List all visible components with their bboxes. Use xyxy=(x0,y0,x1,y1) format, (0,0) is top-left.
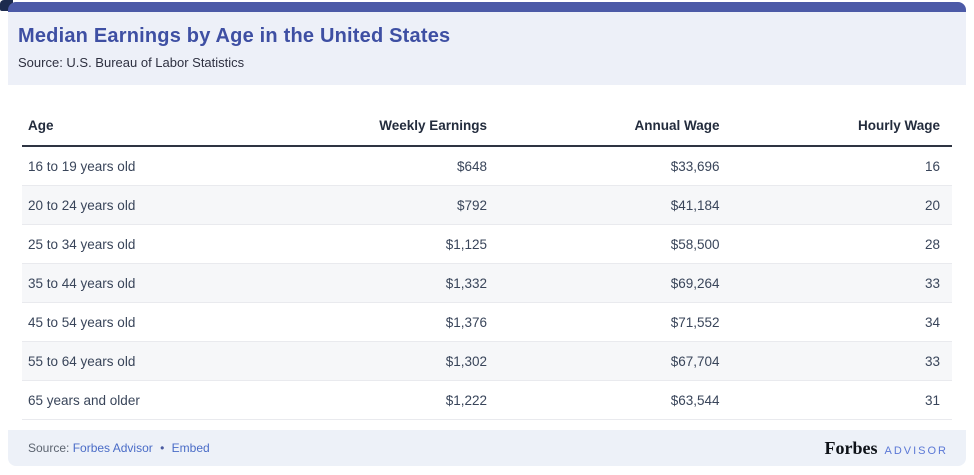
table-row: 35 to 44 years old $1,332 $69,264 33 xyxy=(22,263,952,303)
table-cell: 16 xyxy=(719,146,952,186)
table-cell: $1,332 xyxy=(254,263,487,303)
table-cell: 35 to 44 years old xyxy=(22,263,255,303)
earnings-table: Age Weekly Earnings Annual Wage Hourly Wage… xyxy=(22,108,952,420)
footer-source: Source: Forbes Advisor • Embed xyxy=(28,441,210,455)
forbes-advisor-logo[interactable]: Forbes ADVISOR xyxy=(824,438,948,459)
table-cell: $69,264 xyxy=(487,263,720,303)
table-cell: 55 to 64 years old xyxy=(22,341,255,381)
table-row: 45 to 54 years old $1,376 $71,552 34 xyxy=(22,302,952,342)
table-cell: $58,500 xyxy=(487,224,720,264)
data-source-subtitle: Source: U.S. Bureau of Labor Statistics xyxy=(18,55,245,70)
page-title: Median Earnings by Age in the United Sta… xyxy=(18,25,451,47)
table-cell: $1,302 xyxy=(254,341,487,381)
table-cell: 33 xyxy=(719,263,952,303)
table-cell: $63,544 xyxy=(487,380,720,420)
table-cell: 25 to 34 years old xyxy=(22,224,255,264)
table-cell: 20 xyxy=(719,185,952,225)
table-container: Age Weekly Earnings Annual Wage Hourly Wage… xyxy=(8,85,966,420)
widget-header: Median Earnings by Age in the United Sta… xyxy=(8,12,966,85)
table-cell: $71,552 xyxy=(487,302,720,342)
table-row: 65 years and older $1,222 $63,544 31 xyxy=(22,380,952,420)
footer-source-label: Source: xyxy=(28,441,70,455)
table-cell: 45 to 54 years old xyxy=(22,302,255,342)
bullet-separator: • xyxy=(160,441,165,455)
forbes-logo-text: Forbes xyxy=(824,437,878,458)
table-row: 16 to 19 years old $648 $33,696 16 xyxy=(22,146,952,186)
embed-card: Median Earnings by Age in the United Sta… xyxy=(8,2,966,420)
table-cell: 65 years and older xyxy=(22,380,255,420)
table-header-row: Age Weekly Earnings Annual Wage Hourly Wage xyxy=(22,108,952,147)
table-row: 25 to 34 years old $1,125 $58,500 28 xyxy=(22,224,952,264)
table-cell: 28 xyxy=(719,224,952,264)
table-row: 20 to 24 years old $792 $41,184 20 xyxy=(22,185,952,225)
table-cell: 20 to 24 years old xyxy=(22,185,255,225)
embed-link[interactable]: Embed xyxy=(171,441,210,455)
column-header: Age xyxy=(22,108,255,147)
table-cell: $648 xyxy=(254,146,487,186)
column-header: Hourly Wage xyxy=(719,108,952,147)
corner-fragment xyxy=(0,0,13,11)
table-cell: 33 xyxy=(719,341,952,381)
top-accent-bar xyxy=(8,2,966,12)
table-cell: $67,704 xyxy=(487,341,720,381)
column-header: Annual Wage xyxy=(487,108,720,147)
table-cell: 31 xyxy=(719,380,952,420)
table-cell: $33,696 xyxy=(487,146,720,186)
table-cell: $1,376 xyxy=(254,302,487,342)
table-row: 55 to 64 years old $1,302 $67,704 33 xyxy=(22,341,952,381)
forbes-advisor-link[interactable]: Forbes Advisor xyxy=(72,441,153,455)
table-cell: $1,125 xyxy=(254,224,487,264)
table-cell: 16 to 19 years old xyxy=(22,146,255,186)
table-cell: $1,222 xyxy=(254,380,487,420)
table-cell: 34 xyxy=(719,302,952,342)
column-header: Weekly Earnings xyxy=(254,108,487,147)
table-cell: $41,184 xyxy=(487,185,720,225)
table-cell: $792 xyxy=(254,185,487,225)
widget-footer: Source: Forbes Advisor • Embed Forbes AD… xyxy=(8,430,966,466)
advisor-logo-text: ADVISOR xyxy=(884,444,948,457)
